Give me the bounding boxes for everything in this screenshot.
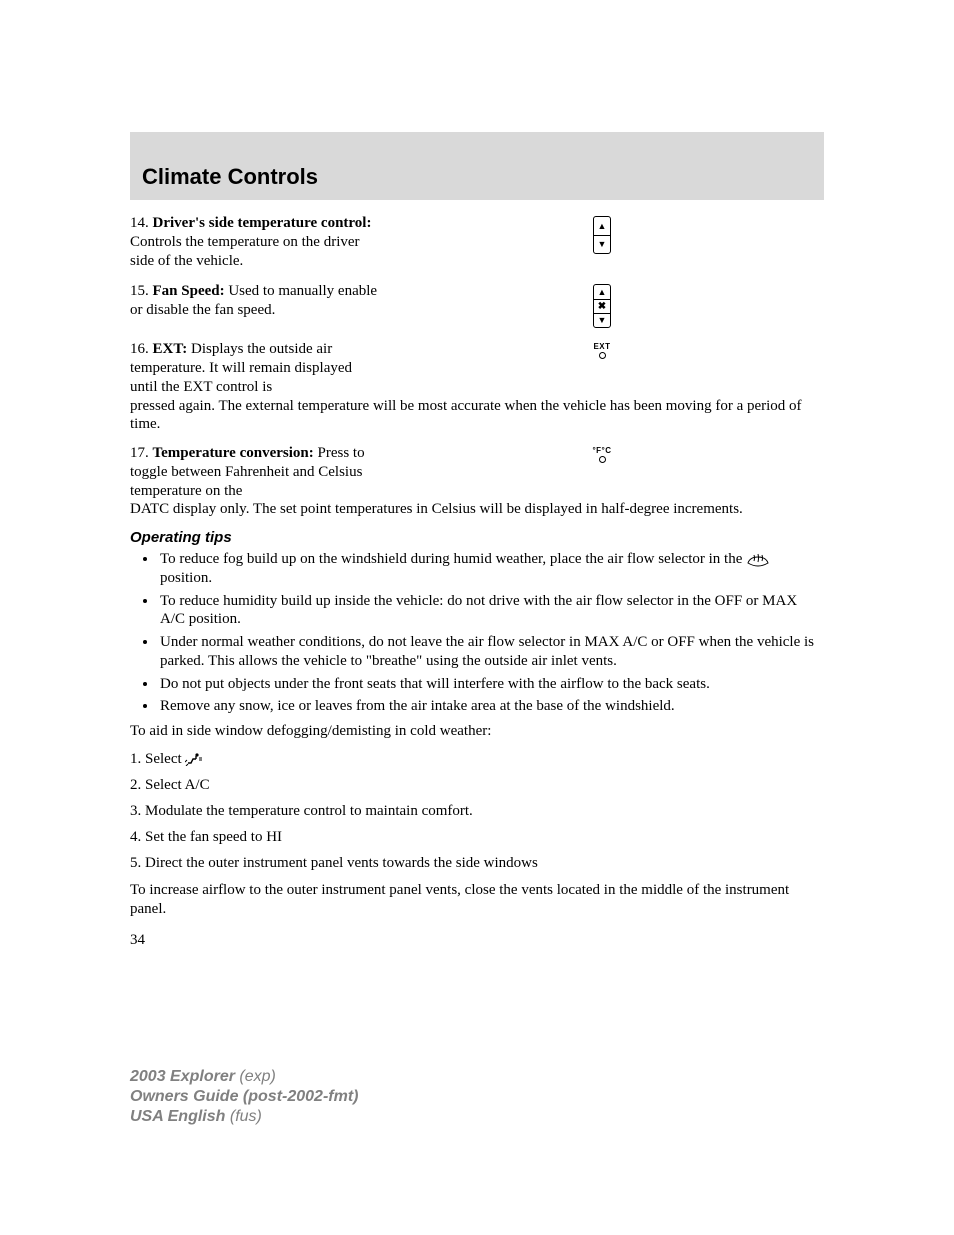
operating-tips-heading: Operating tips — [130, 529, 824, 546]
footer-line-2: Owners Guide (post-2002-fmt) — [130, 1087, 358, 1107]
fc-button-icon: °F°C — [592, 446, 611, 463]
list-item: To reduce humidity build up inside the v… — [158, 592, 824, 630]
item-17-icon-col: °F°C — [380, 444, 824, 463]
footer-model: 2003 Explorer — [130, 1068, 239, 1085]
item-15-text: 15. Fan Speed: Used to manually enable o… — [130, 282, 380, 320]
item-17-label: Temperature conversion: — [153, 445, 314, 461]
item-15-label: Fan Speed: — [153, 283, 225, 299]
page: Climate Controls 14. Driver's side tempe… — [0, 0, 954, 1235]
rocker-down-icon: ▼ — [594, 235, 610, 253]
item-14-text: 14. Driver's side temperature control: C… — [130, 214, 380, 270]
aid-line: To aid in side window defogging/demistin… — [130, 722, 824, 741]
step-4: 4. Set the fan speed to HI — [130, 825, 824, 849]
footer-code-3: (fus) — [230, 1108, 262, 1125]
item-17-row: 17. Temperature conversion: Press to tog… — [130, 444, 824, 500]
item-17-num: 17. — [130, 445, 149, 461]
temp-rocker-icon: ▲ ▼ — [593, 216, 611, 254]
ext-label: EXT — [593, 342, 610, 351]
fc-label: °F°C — [592, 446, 611, 455]
list-item: Do not put objects under the front seats… — [158, 675, 824, 694]
step-2: 2. Select A/C — [130, 773, 824, 797]
step-1: 1. Select — [130, 747, 824, 771]
step-5: 5. Direct the outer instrument panel ven… — [130, 851, 824, 875]
item-16-row: 16. EXT: Displays the outside air temper… — [130, 340, 824, 396]
item-14-num: 14. — [130, 215, 149, 231]
item-14-icon-col: ▲ ▼ — [380, 214, 824, 254]
rocker-down-icon: ▼ — [594, 313, 610, 327]
step-1-text: 1. Select — [130, 751, 185, 767]
footer: 2003 Explorer (exp) Owners Guide (post-2… — [130, 1067, 358, 1127]
closing-paragraph: To increase airflow to the outer instrum… — [130, 881, 824, 919]
tip-1-pre: To reduce fog build up on the windshield… — [160, 551, 746, 567]
list-item: To reduce fog build up on the windshield… — [158, 550, 824, 588]
title-bar: Climate Controls — [130, 132, 824, 200]
step-3: 3. Modulate the temperature control to m… — [130, 799, 824, 823]
defrost-icon — [746, 553, 770, 567]
rocker-up-icon: ▲ — [594, 217, 610, 235]
fan-rocker-icon: ▲ ✖ ▼ — [593, 284, 611, 328]
ext-dot-icon — [599, 352, 606, 359]
item-14-body: Controls the temperature on the driver s… — [130, 234, 360, 269]
tips-list: To reduce fog build up on the windshield… — [130, 550, 824, 716]
list-item: Remove any snow, ice or leaves from the … — [158, 697, 824, 716]
item-14-row: 14. Driver's side temperature control: C… — [130, 214, 824, 270]
ext-button-icon: EXT — [593, 342, 610, 359]
footer-line-1: 2003 Explorer (exp) — [130, 1067, 358, 1087]
footer-code-1: (exp) — [239, 1068, 275, 1085]
item-15-row: 15. Fan Speed: Used to manually enable o… — [130, 282, 824, 328]
item-15-num: 15. — [130, 283, 149, 299]
item-15-icon-col: ▲ ✖ ▼ — [380, 282, 824, 328]
footer-line-3: USA English (fus) — [130, 1107, 358, 1127]
item-17-text: 17. Temperature conversion: Press to tog… — [130, 444, 380, 500]
page-title: Climate Controls — [142, 164, 824, 190]
tip-1-post: position. — [160, 570, 212, 586]
rocker-up-icon: ▲ — [594, 285, 610, 299]
fan-icon: ✖ — [594, 299, 610, 313]
item-17-body-b: DATC display only. The set point tempera… — [130, 500, 824, 519]
item-16-label: EXT: — [153, 341, 188, 357]
item-16-icon-col: EXT — [380, 340, 824, 359]
footer-lang: USA English — [130, 1108, 230, 1125]
item-14-label: Driver's side temperature control: — [153, 215, 372, 231]
item-16-text: 16. EXT: Displays the outside air temper… — [130, 340, 380, 396]
list-item: Under normal weather conditions, do not … — [158, 633, 824, 671]
page-number: 34 — [130, 932, 824, 949]
floor-panel-icon — [185, 750, 203, 764]
item-16-num: 16. — [130, 341, 149, 357]
fc-dot-icon — [599, 456, 606, 463]
item-16-body-b: pressed again. The external temperature … — [130, 397, 824, 435]
